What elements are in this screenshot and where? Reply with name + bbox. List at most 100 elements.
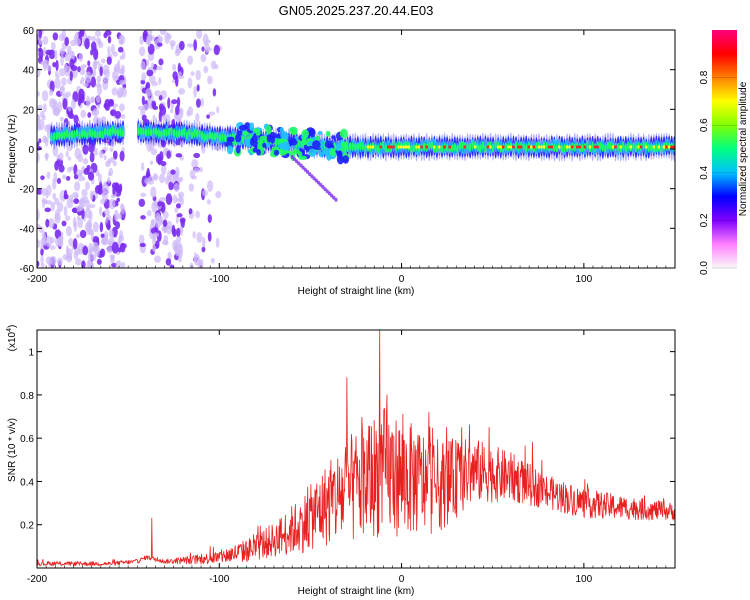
spectrogram-panel: -200 -100 0 100 60 40 20 0 -20 -40 -60 Height of … (7, 26, 676, 297)
spectrogram-band-core (473, 145, 477, 149)
spectrogram-noise-cell (61, 220, 67, 227)
spectrogram-band-core (489, 145, 492, 149)
spectrogram-noise-cell (158, 103, 165, 111)
spectrogram-noise-cell (48, 97, 56, 109)
spectrogram-noise-cell (158, 58, 164, 66)
spectrogram-band-core (593, 145, 597, 149)
spectrogram-band-core (662, 145, 666, 149)
spectrogram-noise-cell (72, 238, 78, 250)
spectrogram-band-inner (456, 144, 459, 153)
spectrogram-noise-cell (38, 30, 43, 39)
spectrogram-noise-cell (179, 196, 185, 206)
spectrogram-band-inner (170, 127, 173, 136)
spectrogram-band-core (667, 145, 671, 149)
spectrogram-band-inner (591, 142, 594, 151)
snr-x-tick-label: 100 (576, 574, 593, 585)
spectrogram-band-inner (353, 143, 357, 152)
spectrogram-noise-cell (52, 62, 57, 68)
spectrogram-noise-cell (175, 203, 182, 209)
spectrogram-noise-cell (188, 208, 193, 215)
spectrogram-band-inner (655, 143, 658, 152)
spectrogram-noise-cell (58, 164, 65, 173)
spectrogram-noise-cell (215, 144, 222, 152)
spectrogram-noise-cell (84, 37, 90, 50)
spectrogram-noise-cell (110, 109, 117, 117)
spectrogram-band-inner (453, 142, 457, 151)
spectrogram-noise-cell (48, 89, 54, 96)
snr-y-exponent-power: 4 (6, 328, 13, 332)
spectrogram-noise-cell (148, 138, 155, 151)
spectrogram-band-core (570, 145, 574, 149)
snr-x-label: Height of straight line (km) (298, 586, 415, 597)
spectrogram-band-inner (555, 144, 559, 153)
spectrogram-band-core (657, 145, 661, 149)
spectrogram-band-inner (632, 142, 635, 151)
spectrogram-noise-cell (67, 166, 72, 173)
spectrogram-noise-cell (99, 248, 106, 258)
spectrogram-noise-cell (54, 70, 59, 76)
spectrogram-band-blob (342, 155, 350, 164)
spectrogram-noise-cell (155, 153, 163, 165)
spectrogram-noise-cell (178, 255, 182, 263)
spectrogram-noise-cell (154, 212, 161, 222)
spectrogram-band-inner (634, 144, 638, 153)
spectrogram-noise-cell (64, 63, 68, 73)
spectrogram-noise-cell (199, 98, 204, 107)
spectrogram-noise-cell (109, 147, 114, 152)
spectrogram-band-core (558, 145, 561, 149)
snr-x-ticks: -200 -100 0 100 (27, 330, 676, 585)
spectrogram-tail-cell (327, 191, 331, 196)
spectrogram-noise-cell (159, 197, 167, 202)
spectrogram-band-inner (188, 128, 191, 137)
spectrogram-band-inner (624, 144, 628, 153)
spectrogram-band-core (509, 145, 513, 149)
spectrogram-noise-cell (158, 173, 166, 184)
spectrogram-noise-cell (116, 87, 124, 97)
spectrogram-noise-cell (85, 71, 92, 84)
spectrogram-noise-cell (63, 189, 68, 199)
colorbar-tick-label: 0.8 (699, 70, 710, 84)
spectrogram-noise-cell (175, 153, 183, 158)
spectrogram-noise-cell (102, 79, 109, 91)
spectrogram-noise-cell (171, 99, 178, 105)
spectrogram-noise-cell (82, 245, 89, 256)
spectrogram-noise-cell (193, 252, 197, 264)
spectrogram-noise-cell (203, 65, 209, 74)
spectrogram-noise-cell (65, 175, 71, 181)
spectrogram-noise-cell (69, 50, 74, 61)
spectrogram-noise-cell (151, 81, 159, 87)
spectrogram-noise-cell (72, 207, 77, 213)
spectrogram-noise-cell (165, 193, 173, 206)
spectrogram-band-blob (322, 148, 331, 155)
spectrogram-noise-cell (187, 77, 193, 89)
spectrogram-band-core (670, 145, 674, 149)
spectrogram-band-inner (524, 144, 528, 153)
spectrogram-noise-cell (47, 218, 55, 229)
spectrogram-noise-cell (40, 255, 44, 264)
spectrogram-noise-cell (112, 160, 117, 167)
spectrogram-noise-cell (138, 198, 146, 207)
spectrogram-noise-cell (140, 60, 146, 71)
spectrogram-noise-cell (101, 183, 109, 194)
spectrogram-noise-cell (120, 203, 124, 211)
spectrogram-noise-cell (191, 175, 198, 180)
spectrogram-noise-cell (102, 76, 109, 82)
spectrogram-noise-cell (52, 32, 59, 41)
spectrogram-noise-cell (151, 100, 157, 109)
spectrogram-y-tick-label: -40 (20, 224, 35, 235)
spectrogram-band-inner (440, 144, 444, 153)
spectrogram-noise-cell (100, 116, 107, 125)
spectrogram-marks (37, 30, 675, 268)
spectrogram-noise-cell (169, 264, 174, 268)
spectrogram-noise-cell (102, 64, 110, 75)
spectrogram-noise-cell (60, 53, 64, 66)
spectrogram-band-inner (598, 142, 602, 151)
spectrogram-y-tick-label: 20 (23, 105, 35, 116)
spectrogram-noise-cell (37, 152, 40, 164)
spectrogram-band-inner (139, 127, 143, 136)
spectrogram-noise-cell (107, 171, 112, 177)
spectrogram-band-core (501, 145, 505, 149)
spectrogram-noise-cell (81, 176, 86, 182)
spectrogram-noise-cell (147, 96, 152, 109)
spectrogram-noise-cell (110, 194, 116, 199)
